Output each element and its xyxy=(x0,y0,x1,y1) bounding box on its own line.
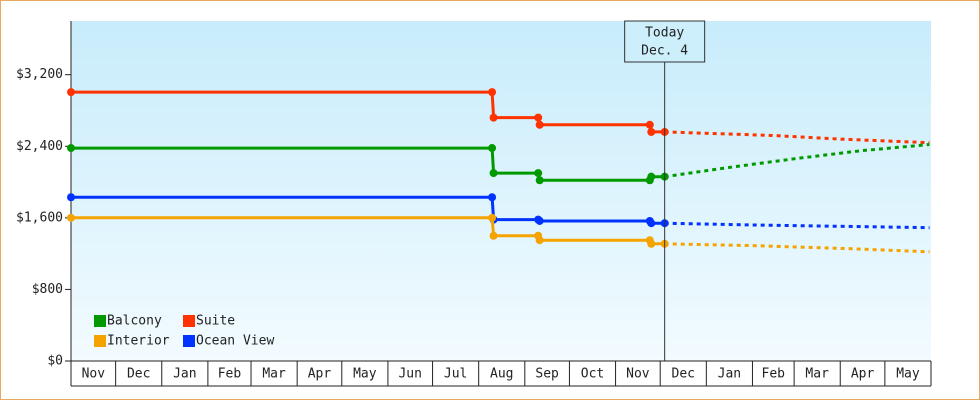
today-box xyxy=(624,20,706,63)
data-point xyxy=(489,113,498,122)
x-month-label: Sep xyxy=(535,367,559,382)
today-label: Today xyxy=(645,26,684,41)
series-forecast-line xyxy=(664,242,930,254)
x-month-label: May xyxy=(353,367,377,382)
legend: Balcony Suite Interior Ocean View xyxy=(94,314,274,349)
x-month-label: Apr xyxy=(308,367,332,382)
today-date: Dec. 4 xyxy=(641,44,688,59)
legend-label: Balcony xyxy=(107,314,162,329)
data-point xyxy=(489,169,498,178)
y-tick-label: $800 xyxy=(32,282,63,297)
legend-item: Interior xyxy=(94,334,170,349)
data-point xyxy=(67,88,75,97)
data-point xyxy=(67,213,75,222)
y-tick-label: $1,600 xyxy=(16,210,63,225)
x-month-label: Aug xyxy=(490,367,513,382)
data-point xyxy=(647,239,656,248)
data-point xyxy=(647,127,656,136)
series-balcony xyxy=(67,143,930,185)
data-point xyxy=(488,193,497,202)
x-month-label: Jul xyxy=(444,367,467,382)
series-ocean-view xyxy=(67,193,930,230)
y-tick-label: $2,400 xyxy=(16,139,63,154)
y-tick-label: $0 xyxy=(47,354,63,369)
data-point xyxy=(488,144,497,153)
x-month-label: Jan xyxy=(173,367,196,382)
x-month-label: Dec xyxy=(127,367,150,382)
legend-swatch xyxy=(94,315,106,327)
legend-label: Ocean View xyxy=(196,334,274,349)
x-month-label: Feb xyxy=(762,367,786,382)
data-point xyxy=(488,213,497,222)
legend-swatch xyxy=(94,335,106,347)
plot-area xyxy=(71,21,931,361)
legend-item: Ocean View xyxy=(183,334,274,349)
x-month-label: Jan xyxy=(718,367,741,382)
legend-swatch xyxy=(183,315,195,327)
data-point xyxy=(489,231,498,240)
legend-swatch xyxy=(183,335,195,347)
data-point xyxy=(535,120,544,129)
x-month-label: Mar xyxy=(805,367,829,382)
data-point xyxy=(67,144,75,153)
data-point xyxy=(647,219,656,228)
x-month-label: Dec xyxy=(672,367,695,382)
x-month-label: Nov xyxy=(626,367,650,382)
series-forecast-line xyxy=(664,143,930,179)
y-tick-label: $3,200 xyxy=(16,67,63,82)
x-axis: Nov Dec Jan Feb Mar Apr May Jun Jul Aug Sep Oct Nov D… xyxy=(70,360,932,387)
x-month-label: Jun xyxy=(398,367,421,382)
series-forecast-line xyxy=(664,221,930,230)
x-month-label: Nov xyxy=(82,367,106,382)
data-point xyxy=(535,176,544,185)
legend-label: Interior xyxy=(107,334,170,349)
series-layer xyxy=(67,88,930,254)
x-month-label: May xyxy=(896,367,920,382)
x-month-label: Oct xyxy=(581,367,604,382)
data-point xyxy=(645,120,654,129)
data-point xyxy=(535,236,544,245)
legend-item: Balcony xyxy=(94,314,162,329)
data-point xyxy=(67,193,75,202)
legend-label: Suite xyxy=(196,314,235,329)
today-marker: Today Dec. 4 xyxy=(624,20,706,361)
data-point xyxy=(534,113,543,122)
x-month-label: Apr xyxy=(851,367,875,382)
series-interior xyxy=(67,213,930,254)
legend-item: Suite xyxy=(183,314,235,329)
data-point xyxy=(488,88,497,97)
y-axis: $0 $800 $1,600 $2,400 $3,200 xyxy=(16,21,72,369)
data-point xyxy=(647,172,656,181)
x-month-label: Mar xyxy=(262,367,286,382)
x-month-label: Feb xyxy=(218,367,242,382)
data-point xyxy=(534,169,543,178)
data-point xyxy=(535,216,544,225)
